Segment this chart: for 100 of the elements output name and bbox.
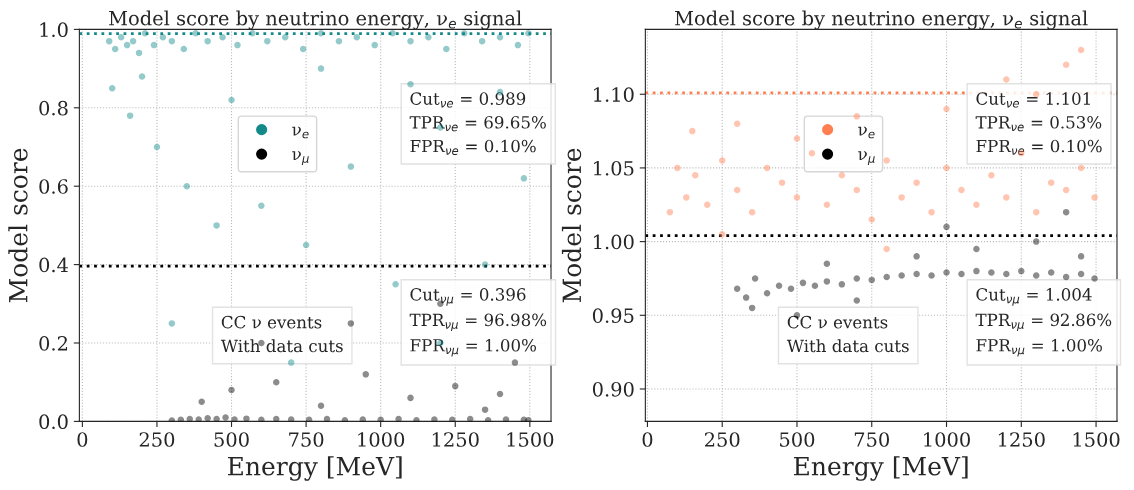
y-tick-label: 1.10: [594, 87, 634, 102]
x-tick-label: 0: [642, 432, 653, 447]
point: [514, 41, 522, 49]
legend-label: ν$_{e}$: [858, 126, 875, 139]
x-tick-label: 250: [704, 432, 740, 447]
point: [222, 414, 229, 421]
point: [323, 415, 331, 422]
point: [153, 143, 161, 151]
y-tick-label: 1.0: [40, 22, 68, 38]
point: [407, 394, 414, 402]
point: [973, 245, 980, 253]
point: [186, 415, 194, 422]
y-tick-label: 0.6: [39, 179, 68, 194]
point: [302, 241, 310, 249]
point: [1062, 208, 1070, 216]
point: [299, 45, 307, 53]
point: [988, 172, 995, 179]
x-tick-label: 1250: [432, 432, 479, 447]
point: [353, 33, 361, 41]
point: [913, 270, 920, 278]
point: [787, 285, 795, 293]
point: [452, 382, 459, 390]
point: [943, 223, 950, 231]
point: [150, 41, 158, 49]
x-tick-label: 750: [854, 432, 890, 447]
point: [913, 179, 920, 186]
point: [228, 386, 235, 394]
point: [287, 359, 295, 366]
point: [449, 416, 456, 422]
y-tick-label: 1.05: [594, 160, 634, 176]
point: [704, 201, 711, 209]
point: [496, 390, 504, 398]
point: [674, 164, 681, 172]
y-tick-label: 0.4: [39, 257, 68, 273]
point: [1077, 46, 1085, 54]
point: [1062, 273, 1070, 281]
point: [460, 30, 468, 37]
x-axis-title: Energy [MeV]: [228, 456, 402, 481]
point: [928, 208, 935, 216]
x-tick-label: 1000: [358, 432, 405, 447]
point: [718, 157, 726, 164]
point: [943, 164, 950, 172]
point: [228, 96, 235, 104]
point: [502, 416, 510, 422]
text: Cut$_{νμ}$ = 1.004 TPR$_{νμ}$ = 92.86% FPR$_{νμ}$ = 1.00%: [975, 288, 1112, 357]
point: [823, 260, 831, 267]
point: [808, 149, 816, 157]
point: [198, 398, 205, 406]
point: [180, 45, 188, 53]
y-tick-label: 0.90: [592, 381, 634, 397]
y-tick-label: 0.0: [39, 414, 68, 430]
point: [943, 105, 950, 113]
point: [204, 37, 211, 45]
point: [1091, 194, 1098, 201]
point: [141, 30, 149, 37]
point: [183, 182, 191, 190]
x-tick-label: 1000: [924, 432, 970, 447]
point: [666, 208, 674, 216]
point: [159, 33, 167, 41]
point: [823, 278, 831, 285]
point: [1018, 267, 1025, 275]
point: [853, 113, 861, 120]
point: [213, 415, 220, 422]
point: [407, 37, 414, 45]
legend-label: ν$_{μ}$: [292, 151, 309, 166]
point: [1062, 61, 1070, 69]
point: [1003, 194, 1010, 201]
point: [958, 270, 965, 278]
point: [317, 402, 325, 409]
text: Cut$_{νe}$ = 1.101 TPR$_{νe}$ = 0.53% FPR$_{νe}$ = 0.10%: [975, 92, 1102, 156]
point: [748, 208, 756, 216]
point: [258, 416, 265, 422]
x-axis-title: Energy [MeV]: [793, 456, 968, 481]
y-tick-label: 0.2: [39, 335, 68, 351]
point: [243, 415, 250, 422]
point: [317, 65, 325, 72]
text: Cut$_{νe}$ = 0.989 TPR$_{νe}$ = 69.65% FPR$_{νe}$ = 0.10%: [409, 92, 546, 156]
point: [868, 276, 876, 284]
point: [799, 279, 807, 287]
point: [958, 186, 965, 194]
point: [525, 30, 532, 37]
chart-title: Model score by neutrino energy, ν$_{e}$ signal: [109, 10, 522, 30]
y-tick-label: 0.95: [592, 308, 634, 323]
point: [898, 194, 905, 201]
point: [742, 294, 750, 301]
point: [231, 416, 238, 422]
point: [105, 37, 113, 45]
point: [478, 37, 486, 45]
point: [377, 416, 384, 422]
point: [883, 273, 890, 281]
point: [481, 261, 489, 268]
point: [823, 201, 831, 209]
point: [1062, 186, 1070, 194]
point: [126, 112, 134, 119]
x-tick-label: 500: [214, 432, 249, 447]
point: [123, 41, 131, 49]
point: [129, 37, 137, 45]
point: [1003, 76, 1010, 83]
point: [135, 49, 143, 57]
point: [466, 415, 474, 422]
